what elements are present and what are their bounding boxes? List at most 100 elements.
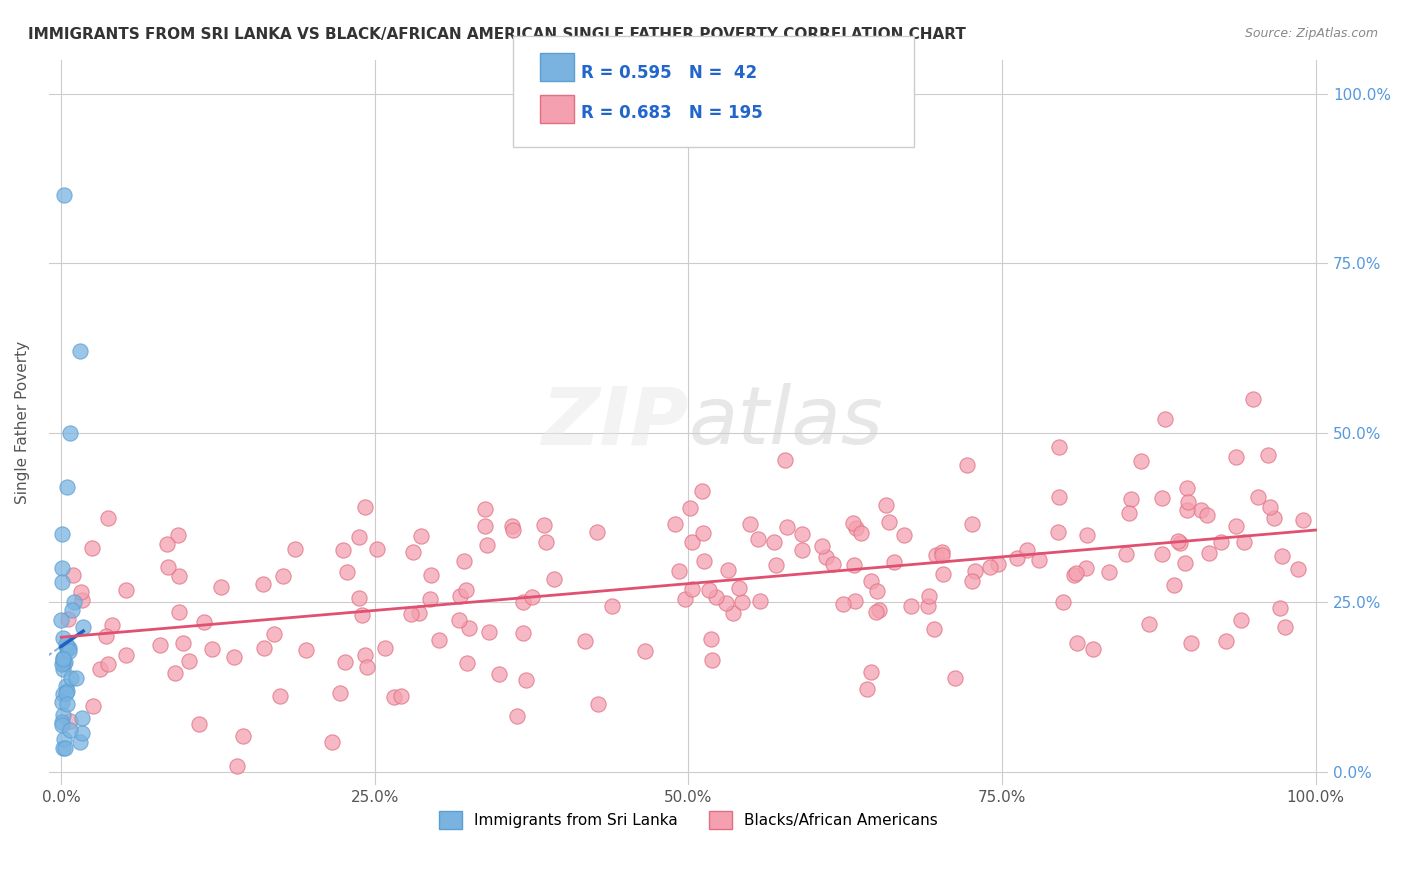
Point: [533, 518, 555, 533]
Point: [72, 711, 94, 725]
Point: [1286, 562, 1309, 576]
Point: [792, 526, 814, 541]
Point: [232, 729, 254, 743]
Point: [748, 593, 770, 607]
Point: [522, 590, 544, 604]
Point: [97, 657, 120, 671]
Point: [419, 568, 441, 582]
Point: [269, 689, 291, 703]
Point: [115, 648, 138, 662]
Point: [80, 541, 103, 556]
Point: [222, 650, 245, 665]
Point: [63, 595, 86, 609]
Point: [295, 643, 318, 657]
Point: [382, 690, 405, 705]
Point: [714, 596, 737, 610]
Point: [501, 518, 523, 533]
Point: [97, 511, 120, 525]
Point: [738, 516, 761, 531]
Point: [52, 708, 75, 723]
Point: [53, 731, 76, 746]
Point: [731, 594, 754, 608]
Point: [209, 580, 232, 594]
Point: [101, 618, 124, 632]
Point: [55, 637, 77, 651]
Point: [51, 657, 73, 672]
Point: [1257, 448, 1279, 462]
Point: [844, 558, 866, 573]
Point: [1076, 561, 1098, 575]
Point: [1129, 453, 1152, 467]
Point: [987, 557, 1010, 571]
Point: [1150, 491, 1173, 505]
Point: [356, 660, 378, 674]
Point: [502, 523, 524, 537]
Point: [586, 524, 609, 539]
Point: [96, 629, 118, 643]
Text: Source: ZipAtlas.com: Source: ZipAtlas.com: [1244, 27, 1378, 40]
Point: [52, 651, 75, 665]
Point: [157, 560, 180, 574]
Point: [917, 599, 939, 614]
Point: [765, 558, 787, 573]
Point: [449, 589, 471, 603]
Point: [474, 502, 496, 516]
Point: [456, 583, 478, 598]
Point: [859, 574, 882, 588]
Point: [1047, 490, 1070, 504]
Point: [773, 452, 796, 467]
Point: [506, 708, 529, 723]
Point: [399, 607, 422, 621]
Point: [475, 538, 498, 552]
Point: [56, 697, 79, 711]
Point: [408, 607, 430, 621]
Point: [56, 611, 79, 625]
Point: [1137, 616, 1160, 631]
Point: [588, 697, 610, 711]
Point: [1076, 527, 1098, 541]
Point: [536, 534, 558, 549]
Point: [51, 662, 73, 676]
Text: IMMIGRANTS FROM SRI LANKA VS BLACK/AFRICAN AMERICAN SINGLE FATHER POVERTY CORREL: IMMIGRANTS FROM SRI LANKA VS BLACK/AFRIC…: [28, 27, 966, 42]
Point: [1225, 450, 1247, 465]
Point: [900, 599, 922, 613]
Point: [697, 583, 720, 598]
Point: [692, 526, 714, 541]
Point: [1174, 557, 1197, 571]
Legend: Immigrants from Sri Lanka, Blacks/African Americans: Immigrants from Sri Lanka, Blacks/Africa…: [433, 805, 943, 836]
Point: [226, 759, 249, 773]
Point: [51, 695, 73, 709]
Point: [409, 529, 432, 543]
Point: [821, 557, 844, 571]
Point: [56, 640, 79, 654]
Point: [56, 480, 79, 494]
Point: [763, 535, 786, 549]
Point: [51, 715, 73, 730]
Point: [831, 597, 853, 611]
Point: [893, 528, 915, 542]
Point: [1052, 595, 1074, 609]
Point: [883, 555, 905, 569]
Point: [149, 638, 172, 652]
Point: [515, 673, 537, 688]
Point: [72, 619, 94, 633]
Point: [1154, 412, 1177, 426]
Point: [58, 425, 80, 440]
Point: [1005, 550, 1028, 565]
Point: [52, 657, 75, 671]
Point: [1175, 503, 1198, 517]
Point: [389, 690, 412, 704]
Point: [1066, 636, 1088, 650]
Text: R = 0.683   N = 195: R = 0.683 N = 195: [581, 104, 762, 122]
Point: [1063, 567, 1085, 582]
Text: R = 0.595   N =  42: R = 0.595 N = 42: [581, 64, 756, 82]
Point: [574, 634, 596, 648]
Point: [167, 605, 190, 619]
Point: [329, 686, 352, 700]
Point: [700, 653, 723, 667]
Point: [1150, 547, 1173, 561]
Point: [1066, 566, 1088, 581]
Point: [681, 582, 703, 596]
Point: [1081, 641, 1104, 656]
Point: [1258, 500, 1281, 515]
